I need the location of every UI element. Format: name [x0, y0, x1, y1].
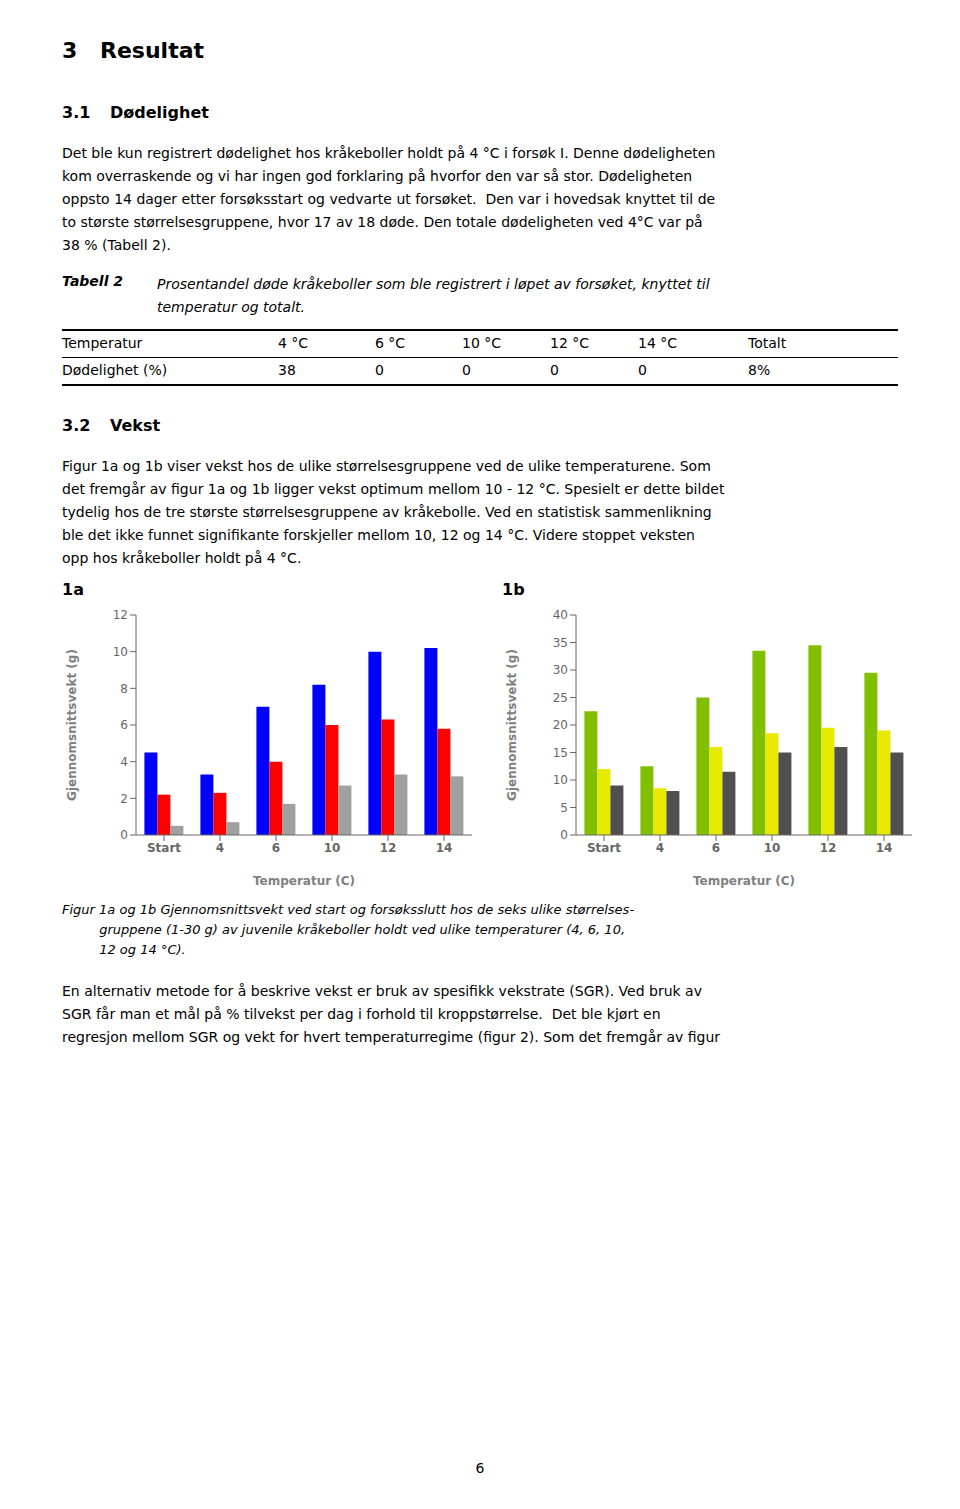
svg-text:10: 10: [324, 841, 341, 855]
svg-text:0: 0: [560, 828, 568, 842]
svg-text:2: 2: [120, 792, 128, 806]
svg-text:40: 40: [553, 608, 568, 622]
svg-text:0: 0: [120, 828, 128, 842]
html-text:0: 0: [638, 362, 647, 378]
svg-text:15: 15: [553, 746, 568, 760]
html-text:3.1: 3.1: [62, 103, 91, 122]
html-text:0: 0: [375, 362, 384, 378]
html-text:Totalt: Totalt: [748, 335, 787, 351]
html-text:Tabell 2: Tabell 2: [62, 273, 124, 289]
html-text:12 og 14 °C).: 12 og 14 °C).: [62, 942, 186, 957]
svg-text:30: 30: [553, 663, 568, 677]
html-text:temperatur og totalt.: temperatur og totalt.: [157, 299, 305, 315]
svg-text:6: 6: [712, 841, 720, 855]
html-text:tydelig hos de tre største stø: tydelig hos de tre største størrelsesgru…: [62, 504, 712, 520]
html-text:Det ble kun registrert dødelig: Det ble kun registrert dødelighet hos kr…: [62, 145, 716, 161]
html-text:0: 0: [550, 362, 559, 378]
svg-text:Temperatur (C): Temperatur (C): [693, 874, 795, 888]
svg-text:12: 12: [380, 841, 397, 855]
html-text:6: 6: [475, 1460, 485, 1476]
html-text:opp hos kråkeboller holdt på 4: opp hos kråkeboller holdt på 4 °C.: [62, 550, 302, 566]
html-text:Vekst: Vekst: [110, 416, 161, 435]
html-text:regresjon mellom SGR og vekt f: regresjon mellom SGR og vekt for hvert t…: [62, 1029, 721, 1045]
svg-text:Gjennomsnittsvekt (g): Gjennomsnittsvekt (g): [65, 649, 79, 801]
html-text:gruppene (1-30 g) av juvenile: gruppene (1-30 g) av juvenile kråkebolle…: [62, 922, 625, 937]
html-text:ble det ikke funnet signifikan: ble det ikke funnet signifikante forskje…: [62, 527, 695, 543]
svg-text:Temperatur (C): Temperatur (C): [253, 874, 355, 888]
svg-text:10: 10: [764, 841, 781, 855]
html-text:3: 3: [62, 38, 78, 63]
svg-text:12: 12: [113, 608, 128, 622]
svg-text:Gjennomsnittsvekt (g): Gjennomsnittsvekt (g): [505, 649, 519, 801]
html-text:14 °C: 14 °C: [638, 335, 677, 351]
html-text:10 °C: 10 °C: [462, 335, 501, 351]
svg-text:8: 8: [120, 682, 128, 696]
svg-text:4: 4: [216, 841, 224, 855]
svg-text:12: 12: [820, 841, 837, 855]
html-text:Resultat: Resultat: [100, 38, 204, 63]
svg-text:4: 4: [120, 755, 128, 769]
html-text:oppsto 14 dager etter forsøkss: oppsto 14 dager etter forsøksstart og ve…: [62, 191, 716, 207]
html-text:Figur 1a og 1b Gjennomsnittsve: Figur 1a og 1b Gjennomsnittsvekt ved sta…: [62, 902, 635, 917]
svg-text:25: 25: [553, 691, 568, 705]
html-text:to største størrelsesgruppene,: to største størrelsesgruppene, hvor 17 a…: [62, 214, 703, 230]
html-text:Dødelighet: Dødelighet: [110, 103, 209, 122]
html-text:8%: 8%: [748, 362, 771, 378]
svg-text:35: 35: [553, 636, 568, 650]
svg-text:14: 14: [876, 841, 893, 855]
html-text:3.2: 3.2: [62, 416, 91, 435]
svg-text:14: 14: [436, 841, 453, 855]
html-text:Temperatur: Temperatur: [62, 335, 143, 351]
html-text:det fremgår av figur 1a og 1b: det fremgår av figur 1a og 1b ligger vek…: [62, 481, 725, 497]
svg-text:6: 6: [120, 718, 128, 732]
html-text:0: 0: [462, 362, 471, 378]
html-text:Dødelighet (%): Dødelighet (%): [62, 362, 168, 378]
html-text:Prosentandel døde kråkeboller: Prosentandel døde kråkeboller som ble re…: [157, 276, 710, 292]
html-text:38: 38: [278, 362, 296, 378]
html-text:4 °C: 4 °C: [278, 335, 309, 351]
html-text:kom overraskende og vi har ing: kom overraskende og vi har ingen god for…: [62, 168, 693, 184]
svg-text:Start: Start: [147, 841, 181, 855]
html-text:Figur 1a og 1b viser vekst hos: Figur 1a og 1b viser vekst hos de ulike …: [62, 458, 711, 474]
html-text:SGR får man et mål på % tilvek: SGR får man et mål på % tilvekst per dag…: [62, 1006, 661, 1022]
html-text:1a: 1a: [62, 580, 84, 599]
svg-text:5: 5: [560, 801, 568, 815]
html-text:1b: 1b: [502, 580, 525, 599]
html-text:6 °C: 6 °C: [375, 335, 406, 351]
svg-text:20: 20: [553, 718, 568, 732]
html-text:38 % (Tabell 2).: 38 % (Tabell 2).: [62, 237, 171, 253]
html-text:12 °C: 12 °C: [550, 335, 589, 351]
svg-text:10: 10: [113, 645, 128, 659]
svg-text:4: 4: [656, 841, 664, 855]
svg-text:10: 10: [553, 773, 568, 787]
html-text:En alternativ metode for å bes: En alternativ metode for å beskrive veks…: [62, 983, 702, 999]
svg-text:6: 6: [272, 841, 280, 855]
svg-text:Start: Start: [587, 841, 621, 855]
